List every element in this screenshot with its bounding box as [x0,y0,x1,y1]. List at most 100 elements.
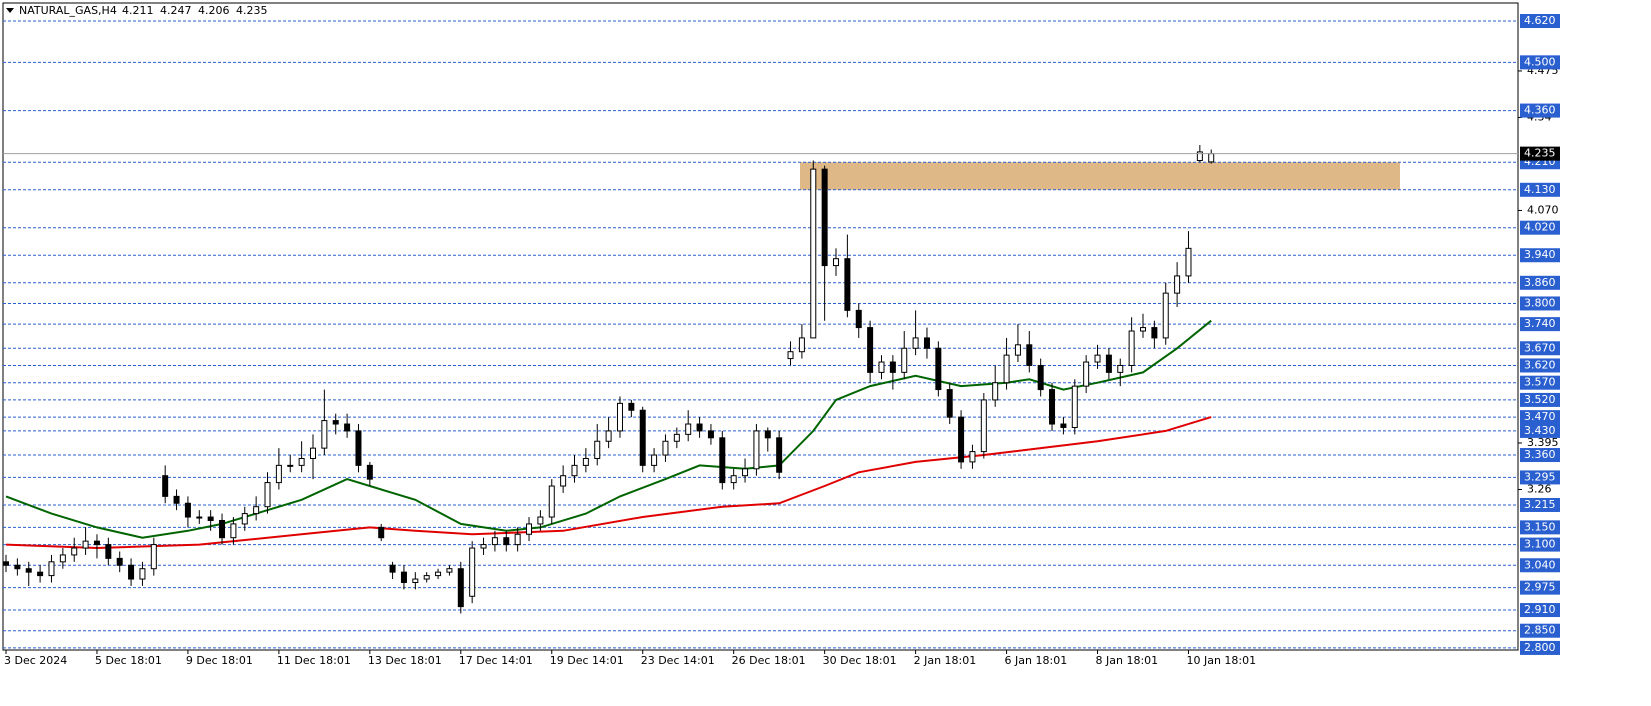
candle-body [503,537,510,546]
level-label-bg [1520,423,1560,438]
candle-body [469,547,476,597]
level-label-bg [1520,358,1560,373]
candle-body [219,519,226,539]
header-close: 4.235 [236,4,268,17]
candle-body [730,475,737,484]
x-tick-label: 30 Dec 18:01 [823,654,897,667]
candle-body [241,513,248,525]
level-label-bg [1520,558,1560,573]
level-label-bg [1520,220,1560,235]
candle-body [491,537,498,546]
candle-body [594,440,601,459]
candle-body [1037,364,1044,391]
candle-body [230,523,237,539]
header-high: 4.247 [160,4,192,17]
candle-body [298,457,305,466]
level-label-bg [1520,392,1560,407]
level-label: 3.520 [1524,393,1556,406]
level-label: 3.570 [1524,376,1556,389]
level-label: 3.430 [1524,424,1556,437]
candle-body [93,540,100,546]
candle-body [1162,292,1169,339]
level-label: 3.620 [1524,358,1556,371]
candle-body [344,423,351,432]
candle-body [696,423,703,432]
candle-body [935,347,942,391]
x-tick-label: 6 Jan 18:01 [1005,654,1068,667]
candle-body [48,561,55,577]
candle-body [1071,385,1078,428]
candle-body [548,485,555,518]
candle-body [946,389,953,418]
level-label: 3.940 [1524,248,1556,261]
candle-body [173,495,180,504]
candle-body [867,327,874,373]
x-tick-label: 9 Dec 18:01 [186,654,253,667]
candle-body [116,557,123,566]
candle-body [992,382,999,401]
candle-body [1140,327,1146,332]
candle-body [1208,153,1215,163]
x-tick-label: 11 Dec 18:01 [277,654,351,667]
candle-body [1185,247,1192,277]
candle-body [25,568,32,573]
candle-body [662,440,669,456]
level-label: 3.800 [1524,296,1556,309]
price-label-bg [1520,146,1560,161]
x-tick-label: 19 Dec 14:01 [550,654,624,667]
candle-body [1117,364,1124,373]
candle-body [287,464,294,467]
candle-body [1174,275,1181,294]
candle-body [969,451,976,463]
level-label-bg [1520,448,1560,463]
candle-body [582,457,589,466]
candle-body [309,447,316,459]
candle-body [651,454,658,466]
candle-body [1003,354,1010,384]
level-label: 3.040 [1524,558,1556,571]
level-label-bg [1520,497,1560,512]
x-tick-label: 23 Dec 14:01 [641,654,715,667]
candle-body [685,423,692,435]
candle-body [71,547,78,556]
candle-body [389,564,396,573]
candle-body [628,402,635,411]
header-open: 4.211 [122,4,154,17]
candle-body [435,571,442,577]
candle-body [128,564,135,580]
candle-body [753,430,760,470]
candle-body [798,337,805,353]
level-label: 3.470 [1524,410,1556,423]
level-label-bg [1520,520,1560,535]
level-label: 4.130 [1524,183,1556,196]
candle-body [275,464,282,484]
menu-icon[interactable] [6,8,14,13]
candle-body [742,468,749,477]
level-label-bg [1520,375,1560,390]
candle-body [821,168,828,267]
x-tick-label: 17 Dec 14:01 [459,654,533,667]
candle-body [810,168,817,339]
candle-body [776,437,783,473]
level-label-bg [1520,317,1560,332]
candle-body [616,402,623,432]
level-label-bg [1520,296,1560,311]
candle-body [855,309,862,329]
y-tick-label: 3.395 [1527,436,1559,449]
candle-body [958,416,965,463]
level-label: 3.360 [1524,448,1556,461]
level-label: 3.670 [1524,341,1556,354]
level-label: 2.975 [1524,581,1556,594]
level-label-bg [1520,580,1560,595]
candle-body [457,568,464,608]
level-label: 2.800 [1524,641,1556,654]
moving-average [5,319,1212,539]
candle-body [707,430,714,439]
price-label: 4.235 [1524,147,1556,160]
candle-body [764,430,771,439]
level-label-bg [1520,55,1560,70]
x-tick-label: 5 Dec 18:01 [95,654,162,667]
level-label: 4.360 [1524,104,1556,117]
